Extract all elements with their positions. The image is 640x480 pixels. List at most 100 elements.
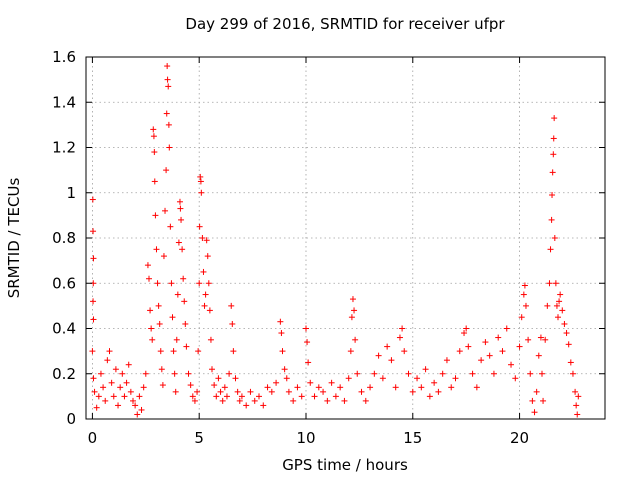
data-point	[251, 397, 258, 404]
data-point	[431, 379, 438, 386]
data-point	[206, 307, 213, 314]
data-point	[177, 205, 184, 212]
data-point	[482, 339, 489, 346]
data-point	[179, 246, 186, 253]
data-point	[152, 212, 159, 219]
data-point	[185, 370, 192, 377]
data-point	[304, 339, 311, 346]
data-point	[173, 336, 180, 343]
data-point	[169, 314, 176, 321]
data-point	[100, 384, 107, 391]
data-point	[165, 121, 172, 128]
axis-ticks	[86, 56, 605, 420]
data-point	[201, 302, 208, 309]
data-point	[575, 393, 582, 400]
data-point	[195, 348, 202, 355]
data-point	[294, 384, 301, 391]
data-point	[93, 404, 100, 411]
y-axis-label: SRMTID / TECUs	[5, 178, 23, 299]
data-point	[279, 348, 286, 355]
data-point	[499, 348, 506, 355]
data-point	[215, 375, 222, 382]
data-point	[91, 388, 98, 395]
data-point	[110, 393, 117, 400]
data-point	[159, 382, 166, 389]
y-tick-label: 0.6	[52, 274, 76, 292]
data-point	[332, 393, 339, 400]
data-point	[217, 388, 224, 395]
data-point	[573, 402, 580, 409]
data-point	[197, 178, 204, 185]
data-point	[574, 411, 581, 418]
data-point	[213, 393, 220, 400]
data-point	[149, 336, 156, 343]
data-point	[223, 393, 230, 400]
data-point	[362, 397, 369, 404]
data-point	[520, 291, 527, 298]
data-point	[456, 348, 463, 355]
data-point	[164, 76, 171, 83]
data-point	[461, 330, 468, 337]
data-point	[187, 382, 194, 389]
data-point	[89, 196, 96, 203]
data-point	[229, 320, 236, 327]
data-point	[375, 352, 382, 359]
data-point	[112, 366, 119, 373]
data-point	[176, 198, 183, 205]
data-point	[518, 314, 525, 321]
x-axis-label: GPS time / hours	[282, 456, 408, 474]
data-point	[268, 388, 275, 395]
data-point	[230, 348, 237, 355]
data-point	[529, 397, 536, 404]
data-point	[478, 357, 485, 364]
data-point	[522, 302, 529, 309]
data-point	[158, 366, 165, 373]
data-point	[550, 135, 557, 142]
data-point	[117, 384, 124, 391]
data-point	[134, 411, 141, 418]
data-point	[132, 402, 139, 409]
data-point	[401, 348, 408, 355]
data-point	[273, 379, 280, 386]
data-point	[531, 409, 538, 416]
data-point	[278, 330, 285, 337]
y-tick-labels: 0 0.2 0.4 0.6 0.8 1 1.2 1.4 1.6	[52, 48, 76, 428]
data-point	[277, 318, 284, 325]
data-point	[348, 314, 355, 321]
y-tick-label: 0	[66, 410, 76, 428]
data-point	[452, 375, 459, 382]
data-point	[439, 370, 446, 377]
data-point	[163, 110, 170, 117]
data-point	[337, 384, 344, 391]
data-point	[162, 207, 169, 214]
data-point	[561, 320, 568, 327]
data-point	[290, 397, 297, 404]
data-point	[418, 384, 425, 391]
data-point	[160, 253, 167, 260]
y-tick-label: 0.8	[52, 229, 76, 247]
data-point	[196, 280, 203, 287]
data-point	[182, 320, 189, 327]
data-point	[281, 366, 288, 373]
data-point	[108, 379, 115, 386]
data-point	[232, 375, 239, 382]
data-point	[565, 341, 572, 348]
data-point	[535, 352, 542, 359]
data-point	[414, 375, 421, 382]
data-point	[473, 384, 480, 391]
data-point	[548, 216, 555, 223]
data-point	[392, 384, 399, 391]
data-point	[525, 336, 532, 343]
data-point	[486, 352, 493, 359]
data-point	[238, 393, 245, 400]
data-point	[256, 393, 262, 400]
data-point	[559, 307, 566, 314]
data-point	[469, 370, 476, 377]
data-point	[351, 307, 358, 314]
grid	[86, 56, 605, 420]
data-point	[538, 370, 545, 377]
data-point	[167, 223, 174, 230]
y-tick-label: 1	[66, 184, 76, 202]
data-point	[409, 388, 416, 395]
data-point	[165, 83, 172, 90]
